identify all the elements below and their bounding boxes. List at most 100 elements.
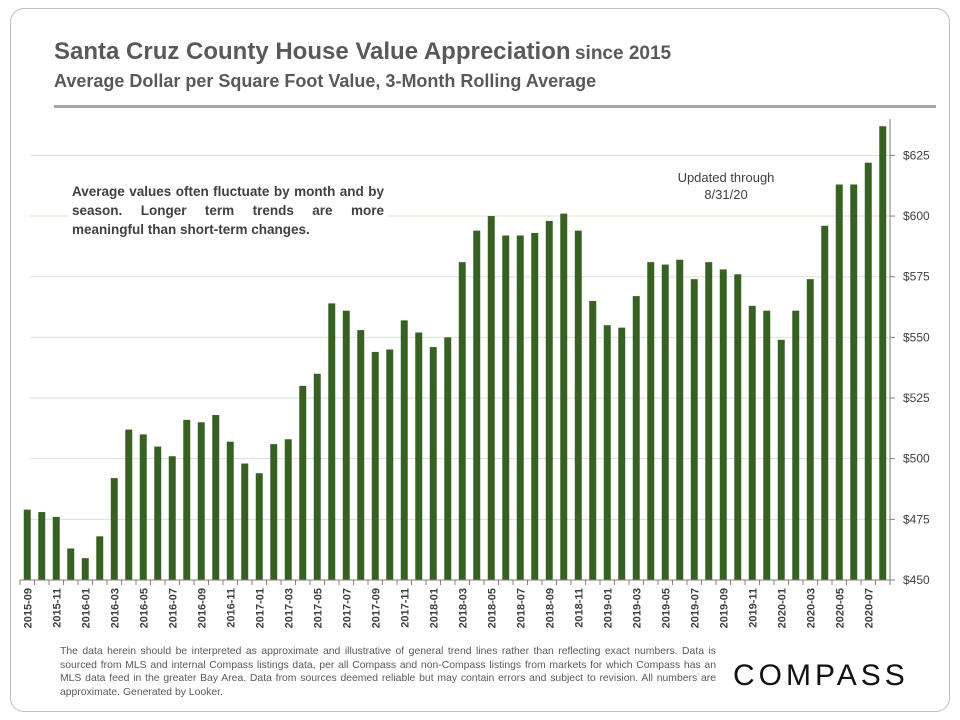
bar bbox=[139, 434, 147, 580]
bar bbox=[226, 441, 234, 580]
disclaimer-footer: The data herein should be interpreted as… bbox=[60, 646, 716, 698]
bar bbox=[676, 259, 684, 580]
chart-subtitle: Average Dollar per Square Foot Value, 3-… bbox=[54, 71, 597, 91]
x-tick-label: 2016-05 bbox=[138, 588, 150, 628]
bar bbox=[415, 332, 423, 580]
y-axis-ticks: $450 $475 $500 $525 $550 $575 $600 $625 bbox=[890, 148, 930, 587]
chart-title-main: Santa Cruz County House Value Appreciati… bbox=[54, 38, 571, 65]
x-tick-label: 2017-11 bbox=[399, 588, 411, 628]
y-tick-label: $500 bbox=[903, 452, 930, 466]
x-tick-label: 2016-11 bbox=[225, 588, 237, 628]
bar bbox=[241, 463, 249, 580]
bar bbox=[444, 337, 452, 580]
bar bbox=[603, 325, 611, 580]
bar bbox=[458, 262, 466, 580]
bar bbox=[661, 264, 669, 580]
bar bbox=[502, 235, 510, 580]
bar bbox=[23, 509, 31, 580]
bar bbox=[81, 558, 89, 580]
bar bbox=[763, 310, 771, 580]
bar bbox=[371, 351, 379, 580]
x-tick-label: 2015-09 bbox=[22, 588, 34, 628]
x-tick-label: 2018-01 bbox=[428, 588, 440, 628]
x-tick-label: 2017-05 bbox=[312, 588, 324, 628]
x-tick-label: 2019-03 bbox=[631, 588, 643, 628]
updated-line-1: Updated through bbox=[677, 170, 775, 185]
bar bbox=[154, 446, 162, 580]
bar bbox=[879, 126, 887, 581]
y-tick-label: $575 bbox=[903, 270, 930, 284]
x-tick-label: 2017-07 bbox=[341, 588, 353, 628]
bar bbox=[357, 330, 365, 580]
bar bbox=[197, 422, 205, 580]
x-tick-label: 2020-07 bbox=[863, 588, 875, 628]
y-tick-label: $475 bbox=[903, 512, 930, 526]
updated-note: Updated through 8/31/20 bbox=[660, 169, 792, 203]
bar bbox=[487, 216, 495, 581]
bar bbox=[719, 269, 727, 580]
bar bbox=[255, 473, 263, 580]
y-tick-label: $550 bbox=[903, 330, 930, 344]
bar bbox=[38, 512, 46, 580]
chart-title-since: since 2015 bbox=[574, 43, 672, 64]
y-tick-label: $450 bbox=[903, 573, 930, 587]
x-tick-label: 2017-09 bbox=[370, 588, 382, 628]
bar bbox=[705, 262, 713, 580]
bar bbox=[270, 444, 278, 580]
bar bbox=[342, 310, 350, 580]
bar bbox=[212, 415, 220, 580]
bar bbox=[632, 296, 640, 580]
x-tick-label: 2018-07 bbox=[515, 588, 527, 628]
x-tick-label: 2020-05 bbox=[834, 588, 846, 628]
bar bbox=[748, 305, 756, 580]
x-tick-label: 2018-05 bbox=[486, 588, 498, 628]
bar bbox=[690, 279, 698, 580]
x-tick-label: 2016-01 bbox=[80, 588, 92, 628]
y-tick-label: $600 bbox=[903, 209, 930, 223]
y-tick-label: $525 bbox=[903, 391, 930, 405]
bar bbox=[67, 548, 75, 580]
bar bbox=[183, 419, 191, 580]
bar-series bbox=[23, 126, 887, 581]
bar bbox=[400, 320, 408, 580]
bar bbox=[806, 279, 814, 580]
bar bbox=[429, 347, 437, 580]
x-tick-label: 2016-09 bbox=[196, 588, 208, 628]
x-tick-label: 2016-03 bbox=[109, 588, 121, 628]
bar bbox=[110, 478, 118, 580]
x-tick-label: 2019-05 bbox=[660, 588, 672, 628]
x-tick-label: 2017-03 bbox=[283, 588, 295, 628]
bar bbox=[589, 300, 597, 580]
x-tick-label: 2016-07 bbox=[167, 588, 179, 628]
chart-annotation-note: Average values often fluctuate by month … bbox=[68, 180, 388, 241]
bar bbox=[168, 456, 176, 580]
chart-title: Santa Cruz County House Value Appreciati… bbox=[54, 38, 671, 66]
bar bbox=[792, 310, 800, 580]
bar bbox=[531, 233, 539, 580]
bar bbox=[850, 184, 858, 580]
bar bbox=[618, 327, 626, 580]
bar bbox=[299, 385, 307, 580]
compass-logo: COMPASS bbox=[733, 659, 909, 692]
x-tick-label: 2019-09 bbox=[718, 588, 730, 628]
x-tick-label: 2019-07 bbox=[689, 588, 701, 628]
bar bbox=[284, 439, 292, 580]
updated-line-2: 8/31/20 bbox=[704, 187, 748, 202]
x-tick-label: 2019-11 bbox=[747, 588, 759, 628]
x-tick-label: 2020-03 bbox=[805, 588, 817, 628]
x-tick-label: 2020-01 bbox=[776, 588, 788, 628]
bar bbox=[313, 373, 321, 580]
y-tick-label: $625 bbox=[903, 148, 930, 162]
bar bbox=[545, 220, 553, 580]
bar bbox=[574, 230, 582, 580]
x-tick-label: 2018-03 bbox=[457, 588, 469, 628]
x-tick-label: 2018-09 bbox=[544, 588, 556, 628]
title-divider bbox=[54, 105, 936, 108]
x-tick-label: 2018-11 bbox=[573, 588, 585, 628]
bar bbox=[96, 536, 104, 580]
bar bbox=[386, 349, 394, 580]
x-tick-label: 2017-01 bbox=[254, 588, 266, 628]
bar bbox=[560, 213, 568, 580]
bar bbox=[328, 303, 336, 580]
